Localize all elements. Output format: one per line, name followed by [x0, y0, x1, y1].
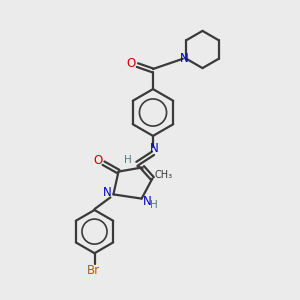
Text: N: N: [180, 52, 188, 65]
Text: H: H: [150, 200, 158, 210]
Text: N: N: [103, 186, 112, 200]
Text: N: N: [143, 195, 152, 208]
Text: H: H: [124, 155, 132, 165]
Text: O: O: [93, 154, 102, 167]
Text: N: N: [150, 142, 159, 155]
Text: CH₃: CH₃: [155, 170, 173, 180]
Text: O: O: [126, 57, 135, 70]
Text: Br: Br: [87, 264, 101, 277]
